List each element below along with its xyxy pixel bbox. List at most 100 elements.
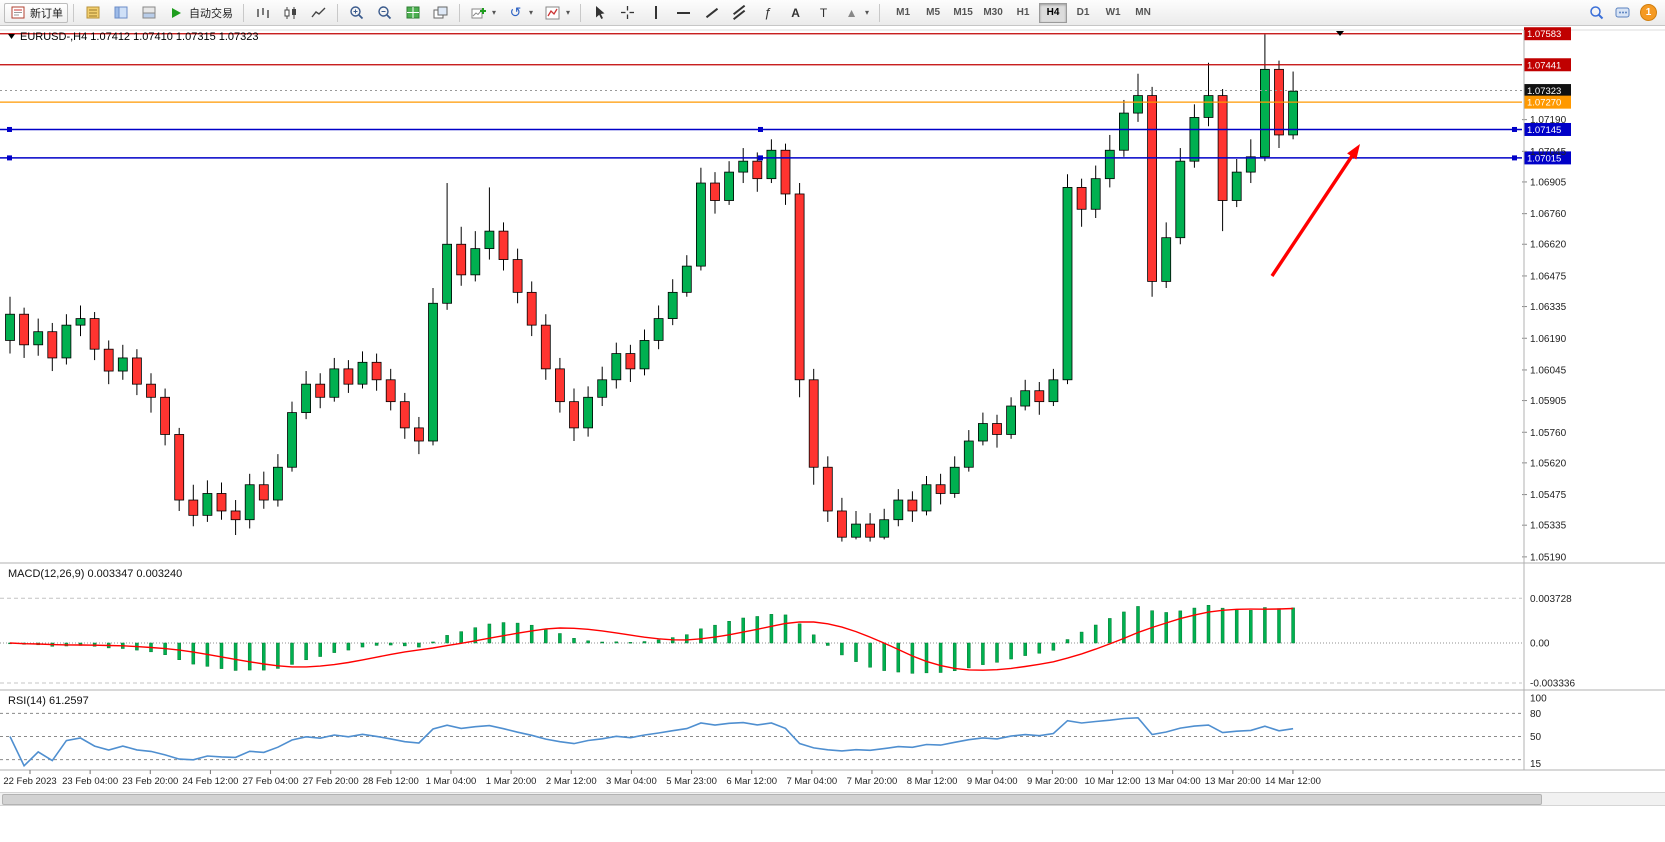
candle-chart-mode-button[interactable] bbox=[277, 3, 304, 23]
timeframe-button-mn[interactable]: MN bbox=[1135, 7, 1151, 18]
horizontal-line-tool-button[interactable] bbox=[670, 3, 697, 23]
crosshair-tool-button[interactable] bbox=[614, 3, 641, 23]
text-tool-icon: A bbox=[791, 5, 800, 20]
fibonacci-tool-button[interactable]: ƒ bbox=[754, 3, 781, 23]
notification-badge[interactable]: 1 bbox=[1640, 4, 1657, 21]
candle bbox=[569, 401, 579, 429]
price-tag-label: 1.07583 bbox=[1527, 29, 1561, 40]
candle bbox=[1006, 405, 1016, 435]
h-scrollbar-thumb[interactable] bbox=[2, 794, 1542, 805]
macd-bar bbox=[783, 614, 788, 644]
trendline-tool-button[interactable] bbox=[698, 3, 725, 23]
vertical-line-tool-button[interactable] bbox=[642, 3, 669, 23]
macd-bar bbox=[614, 641, 619, 644]
candle bbox=[555, 368, 565, 403]
timeframe-button-w1[interactable]: W1 bbox=[1105, 7, 1121, 18]
timeframe-button-m1[interactable]: M1 bbox=[896, 7, 911, 18]
timeframe-button-h4[interactable]: H4 bbox=[1039, 2, 1068, 23]
auto-trading-button[interactable]: 自动交易 bbox=[163, 3, 238, 23]
macd-bar bbox=[910, 642, 915, 674]
search-icon[interactable] bbox=[1588, 4, 1605, 21]
profiles-button[interactable]: ↺ ▾ bbox=[502, 3, 538, 23]
x-axis-label: 1 Mar 20:00 bbox=[486, 776, 537, 787]
candle bbox=[653, 318, 664, 341]
toolbar-separator bbox=[73, 3, 74, 22]
macd-bar bbox=[882, 642, 886, 671]
timeframe-button-m30[interactable]: M30 bbox=[983, 7, 1003, 18]
new-chart-button[interactable]: ▾ bbox=[465, 3, 501, 23]
line-handle[interactable] bbox=[1512, 126, 1517, 132]
timeframe-button-m5[interactable]: M5 bbox=[926, 7, 941, 18]
channel-tool-button[interactable] bbox=[726, 3, 753, 23]
cursor-tool-button[interactable] bbox=[586, 3, 613, 23]
macd-bar bbox=[713, 624, 717, 644]
x-axis-label: 9 Mar 20:00 bbox=[1027, 776, 1078, 787]
market-watch-button[interactable] bbox=[79, 3, 106, 23]
line-handle[interactable] bbox=[7, 155, 12, 161]
y-axis-label: 1.05760 bbox=[1530, 428, 1567, 439]
macd-bar bbox=[981, 642, 985, 665]
candle bbox=[808, 379, 819, 468]
h-scrollbar[interactable] bbox=[0, 792, 1665, 806]
candle bbox=[865, 523, 875, 538]
collapse-arrow-icon[interactable] bbox=[8, 34, 15, 39]
candle bbox=[61, 324, 72, 359]
candle bbox=[470, 248, 481, 276]
candle bbox=[230, 510, 241, 521]
timeframe-button-m15[interactable]: M15 bbox=[953, 7, 973, 18]
timeframe-button-d1[interactable]: D1 bbox=[1076, 7, 1090, 18]
rsi-axis-label: 80 bbox=[1530, 709, 1542, 720]
label-tool-button[interactable]: T bbox=[810, 3, 837, 23]
cascade-windows-button[interactable] bbox=[427, 3, 454, 23]
macd-axis-label: 0.00 bbox=[1530, 639, 1550, 650]
line-handle[interactable] bbox=[758, 126, 763, 132]
candle bbox=[1189, 117, 1200, 162]
zoom-in-button[interactable] bbox=[343, 3, 370, 23]
navigator-button[interactable] bbox=[107, 3, 134, 23]
shapes-tool-button[interactable]: ▲ ▾ bbox=[838, 3, 874, 23]
zoom-out-button[interactable] bbox=[371, 3, 398, 23]
trend-arrow-head[interactable] bbox=[1347, 144, 1360, 160]
tile-windows-button[interactable] bbox=[399, 3, 426, 23]
community-icon[interactable] bbox=[1614, 4, 1631, 21]
candle bbox=[442, 243, 453, 304]
line-chart-mode-button[interactable] bbox=[305, 3, 332, 23]
line-handle[interactable] bbox=[758, 155, 763, 161]
horizontal-line-icon bbox=[675, 4, 692, 21]
macd-bar bbox=[262, 642, 266, 671]
terminal-button[interactable] bbox=[135, 3, 162, 23]
x-axis-label: 9 Mar 04:00 bbox=[967, 776, 1018, 787]
macd-bar bbox=[797, 623, 802, 644]
line-handle[interactable] bbox=[1512, 155, 1517, 161]
candle bbox=[315, 383, 326, 398]
macd-bar bbox=[952, 642, 957, 672]
line-handle[interactable] bbox=[7, 126, 12, 132]
trend-arrow[interactable] bbox=[1270, 155, 1354, 277]
macd-bar bbox=[290, 642, 294, 665]
new-order-button[interactable]: 新订单 bbox=[4, 2, 68, 23]
chart-shift-marker-icon[interactable] bbox=[1336, 31, 1344, 36]
y-axis-label: 1.05190 bbox=[1530, 552, 1567, 563]
bar-chart-mode-button[interactable] bbox=[249, 3, 276, 23]
x-axis-label: 10 Mar 12:00 bbox=[1085, 776, 1141, 787]
macd-bar bbox=[1065, 639, 1070, 644]
macd-bar bbox=[318, 642, 322, 657]
price-tag bbox=[1524, 95, 1571, 109]
candle bbox=[19, 313, 30, 346]
indicators-button[interactable]: ▾ bbox=[539, 3, 575, 23]
timeframe-group: M1 M5 M15 M30 H1 H4 D1 W1 MN bbox=[889, 2, 1157, 23]
candle bbox=[5, 313, 15, 341]
x-axis-label: 3 Mar 04:00 bbox=[606, 776, 657, 787]
auto-trading-play-icon bbox=[168, 4, 185, 21]
macd-bar bbox=[1263, 607, 1267, 644]
macd-bar bbox=[1037, 642, 1042, 654]
macd-bar bbox=[1093, 624, 1098, 644]
macd-bar bbox=[445, 635, 449, 644]
timeframe-button-h1[interactable]: H1 bbox=[1016, 7, 1030, 18]
candle bbox=[1048, 379, 1059, 403]
cursor-icon bbox=[591, 4, 608, 21]
text-tool-button[interactable]: A bbox=[782, 3, 809, 23]
macd-bar bbox=[403, 642, 407, 647]
crosshair-icon bbox=[619, 4, 636, 21]
